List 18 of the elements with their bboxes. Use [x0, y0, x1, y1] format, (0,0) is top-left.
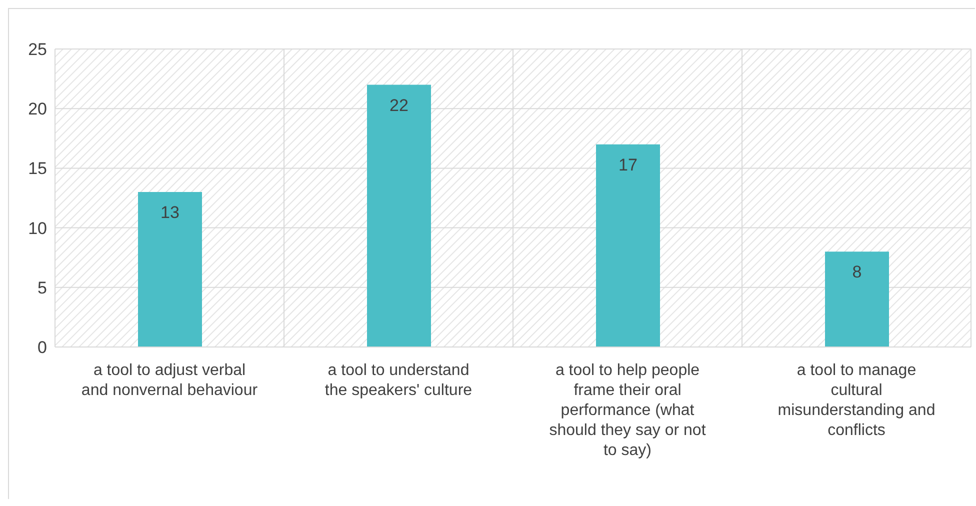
x-tick-label: a tool to help people frame their oral performance (what should they say or not to say)	[549, 362, 706, 459]
data-label: 22	[390, 96, 408, 115]
bar	[825, 252, 889, 347]
y-tick-label: 0	[38, 338, 47, 358]
data-label: 17	[618, 155, 638, 174]
y-tick-label: 10	[28, 218, 47, 238]
y-tick-label: 5	[38, 278, 47, 298]
bar	[367, 84, 431, 347]
y-tick-label: 20	[28, 100, 47, 119]
x-tick-label: a tool to manage cultural misunderstanding and conflicts	[778, 362, 936, 439]
x-tick-label: a tool to understand the speakers' culture	[324, 362, 472, 399]
bar	[138, 192, 202, 347]
y-tick-label: 15	[28, 159, 47, 178]
data-label: 13	[160, 203, 180, 222]
data-label: 8	[852, 262, 862, 282]
x-tick-label: a tool to adjust verbal and nonvernal behaviour	[81, 362, 258, 399]
bar	[596, 144, 660, 347]
y-tick-label: 25	[28, 40, 47, 60]
